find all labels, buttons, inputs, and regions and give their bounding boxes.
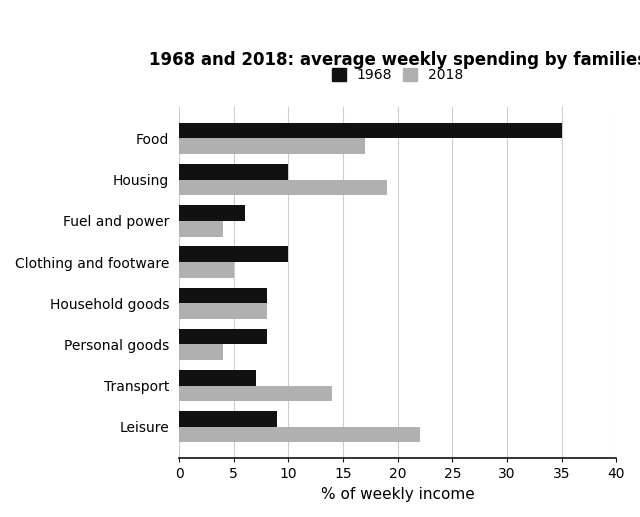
Title: 1968 and 2018: average weekly spending by families: 1968 and 2018: average weekly spending b… — [148, 51, 640, 69]
Bar — [179, 205, 244, 221]
Bar — [179, 411, 278, 427]
Bar — [179, 329, 266, 344]
Bar — [179, 123, 562, 139]
Bar — [179, 180, 387, 195]
Bar — [179, 303, 266, 319]
X-axis label: % of weekly income: % of weekly income — [321, 487, 474, 502]
Legend: 1968, 2018: 1968, 2018 — [332, 68, 463, 82]
Bar — [179, 262, 234, 278]
Bar — [179, 427, 420, 443]
Bar — [179, 247, 289, 262]
Bar — [179, 386, 332, 401]
Bar — [179, 164, 289, 180]
Bar — [179, 139, 365, 154]
Bar — [179, 221, 223, 236]
Bar — [179, 287, 266, 303]
Bar — [179, 344, 223, 360]
Bar — [179, 370, 255, 386]
